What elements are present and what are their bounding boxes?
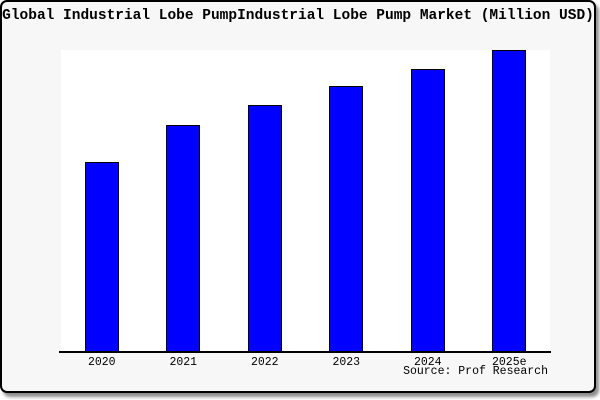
chart-title: Global Industrial Lobe PumpIndustrial Lo…	[2, 8, 594, 24]
x-tick-label-2020: 2020	[87, 356, 116, 369]
bar-2024	[410, 68, 445, 351]
x-tick-label-2021: 2021	[169, 356, 198, 369]
bar-2023	[329, 86, 364, 351]
x-tick-label-2024: 2024	[413, 356, 442, 369]
bar-2020	[84, 161, 119, 351]
chart-window: Global Industrial Lobe PumpIndustrial Lo…	[0, 0, 596, 393]
x-tick-label-2022: 2022	[250, 356, 279, 369]
bar-2021	[166, 124, 201, 351]
x-axis-line	[59, 351, 551, 353]
bar-2022	[247, 105, 282, 351]
bar-2025e	[492, 50, 527, 351]
x-tick-label-2025e: 2025e	[491, 356, 527, 369]
source-credit: Source: Prof Research	[403, 365, 548, 378]
x-tick-label-2023: 2023	[332, 356, 361, 369]
plot-area	[61, 50, 550, 351]
